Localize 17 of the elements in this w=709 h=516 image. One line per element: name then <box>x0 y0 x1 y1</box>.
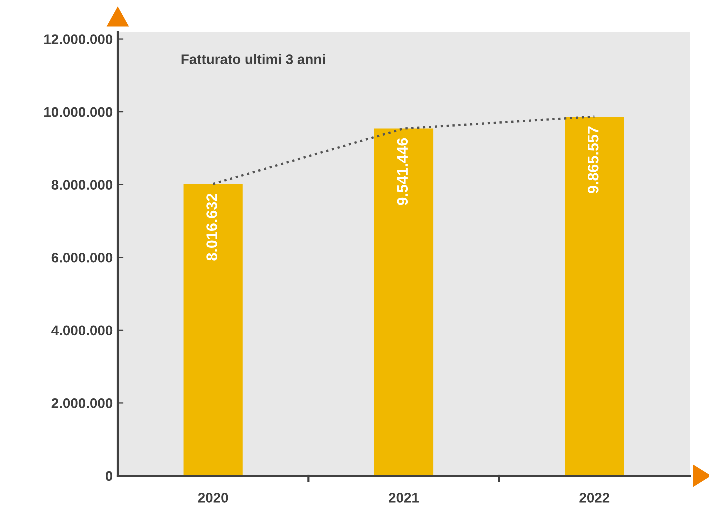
y-tick-label: 12.000.000 <box>44 34 113 44</box>
bar <box>565 116 624 476</box>
y-tick-label: 0 <box>106 471 113 482</box>
y-tick-label: 6.000.000 <box>52 252 113 263</box>
y-tick-label: 8.000.000 <box>52 180 113 190</box>
x-tick-label: 2020 <box>198 493 228 503</box>
y-tick-label: 10.000.000 <box>44 107 113 118</box>
y-tick-label: 2.000.000 <box>52 398 113 408</box>
bar <box>184 184 243 476</box>
bar <box>374 128 434 476</box>
y-tick-label: 4.000.000 <box>52 326 113 336</box>
data-label: 9.541.446 <box>397 138 408 206</box>
text: Fatturato ultimi 3 anni <box>182 54 326 64</box>
x-tick-label: 2021 <box>389 493 420 503</box>
x-tick-label: 2022 <box>580 493 610 503</box>
data-label: 8.016.632 <box>206 194 218 261</box>
data-label: 9.865.557 <box>588 126 599 194</box>
